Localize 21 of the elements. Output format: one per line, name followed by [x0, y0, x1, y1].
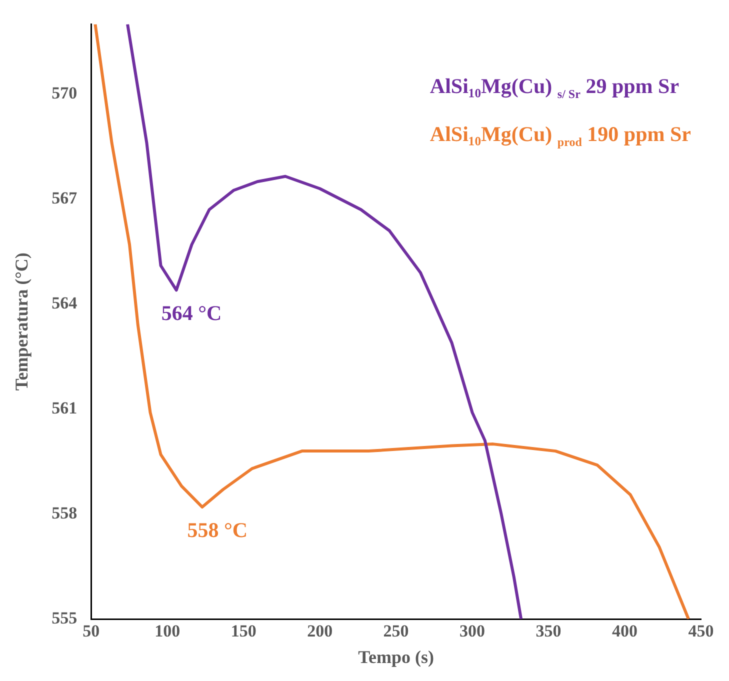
x-tick-label: 150: [230, 622, 256, 641]
x-tick-label: 400: [612, 622, 638, 641]
y-axis-title: Temperatura (°C): [11, 252, 32, 391]
x-axis-title: Tempo (s): [358, 646, 434, 667]
y-tick-label: 564: [52, 293, 78, 312]
y-tick-label: 555: [52, 608, 78, 628]
x-tick-label: 50: [82, 622, 100, 641]
y-tick-label: 567: [52, 188, 78, 208]
y-tick-label: 570: [52, 84, 78, 103]
annotation: 558 °C: [187, 518, 248, 542]
x-tick-label: 100: [154, 622, 180, 641]
text: AlSi₁₀Mg(Cu) $_{prod}$ 190 ppm Sr: [430, 122, 691, 151]
y-tick-label: 558: [52, 503, 78, 522]
x-tick-label: 450: [688, 622, 714, 641]
text: AlSi₁₀Mg(Cu) $_{s/ Sr}$ 29 ppm Sr: [430, 74, 680, 102]
y-tick-label: 561: [52, 398, 78, 418]
x-tick-label: 200: [307, 622, 333, 641]
x-tick-label: 300: [460, 622, 486, 641]
annotation: 564 °C: [161, 301, 222, 326]
x-tick-label: 250: [383, 622, 409, 641]
x-tick-label: 350: [536, 622, 562, 641]
